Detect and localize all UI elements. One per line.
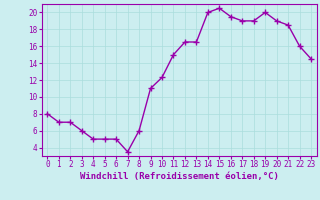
X-axis label: Windchill (Refroidissement éolien,°C): Windchill (Refroidissement éolien,°C) <box>80 172 279 181</box>
